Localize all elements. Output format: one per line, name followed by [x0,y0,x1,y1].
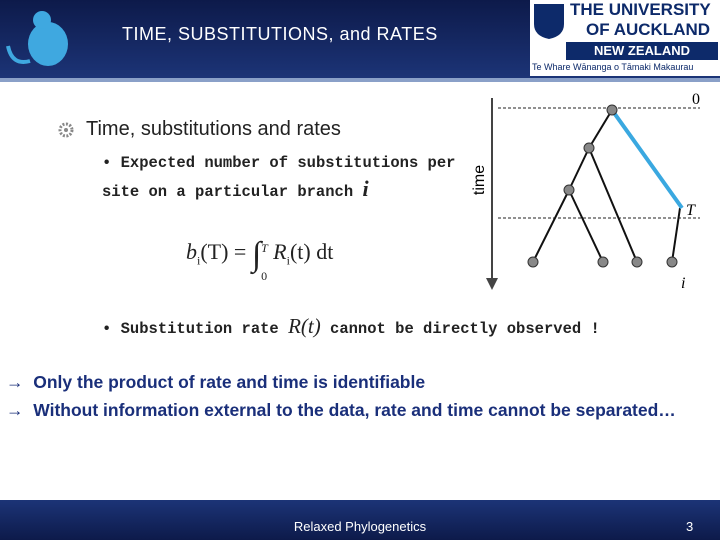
formula-part: i [286,253,290,268]
formula-part: i [197,253,201,268]
crest [534,4,564,39]
points: → Only the product of rate and time is i… [6,368,686,424]
formula-part: R [273,239,287,264]
heading: Time, substitutions and rates [86,118,341,140]
formula-part: T [261,241,268,255]
mouse-logo [6,11,68,66]
depth-label: T [686,202,696,219]
slide-title: TIME, SUBSTITUTIONS, and RATES [122,24,438,44]
gear-bullet [58,122,74,138]
logo-text: Te Whare Wānanga o Tāmaki Makaurau [532,62,694,72]
arrow: → [6,372,24,392]
branch-symbol: i [362,176,369,201]
arrow: → [6,400,24,420]
logo-text: THE UNIVERSITY [570,0,711,19]
bullet-text: cannot be directly observed ! [330,320,600,338]
bullet-text: Expected number of substitutions per sit… [102,154,456,201]
point-text: Without information external to the data… [33,400,676,420]
axis-label: time [471,165,488,195]
branch-label: i [681,275,685,292]
top-label: 0 [692,91,700,108]
footer-title: Relaxed Phylogenetics [293,519,427,534]
formula-part: 0 [261,269,268,283]
rate-symbol: R(t) [288,314,321,338]
point: → Without information external to the da… [6,396,686,424]
formula-part: ∫ [251,236,262,273]
bullet: • Expected number of substitutions per s… [102,154,456,201]
formula-part: (T) = [200,239,247,264]
logo-text: OF AUCKLAND [586,20,711,39]
point: → Only the product of rate and time is i… [6,368,686,396]
bullet: • Substitution rate R(t) cannot be direc… [102,314,600,338]
footer: Relaxed Phylogenetics 3 [0,500,720,540]
formula: bi(T) = ∫ T 0 Ri(t) dt [186,230,334,283]
bullet-text: Substitution rate [120,320,279,338]
formula-part: b [186,239,197,264]
logo-text: NEW ZEALAND [566,42,718,60]
tree-diagram: time 0 T i [471,91,700,292]
point-text: Only the product of rate and time is ide… [33,372,426,392]
university-logo: THE UNIVERSITY OF AUCKLAND NEW ZEALAND T… [530,0,720,76]
page-number: 3 [686,519,694,534]
formula-part: (t) dt [289,239,334,264]
